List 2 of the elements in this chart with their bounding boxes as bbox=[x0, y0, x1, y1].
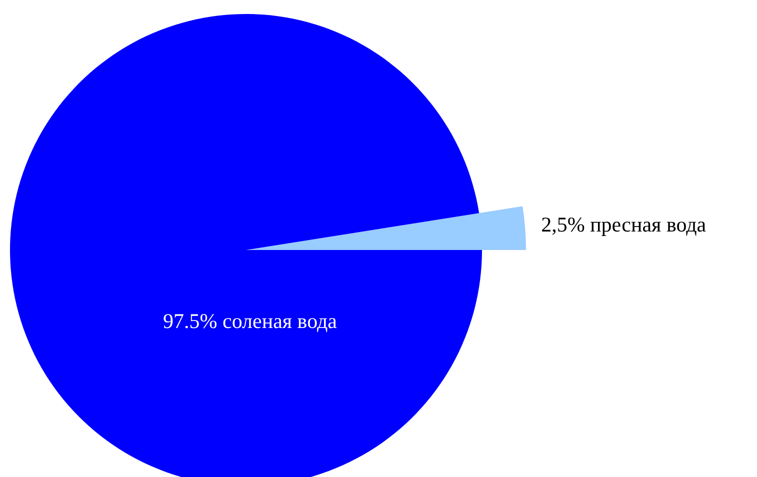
slice-label: 2,5% пресная вода bbox=[541, 212, 707, 237]
slice-label: 97.5% соленая вода bbox=[163, 308, 338, 333]
